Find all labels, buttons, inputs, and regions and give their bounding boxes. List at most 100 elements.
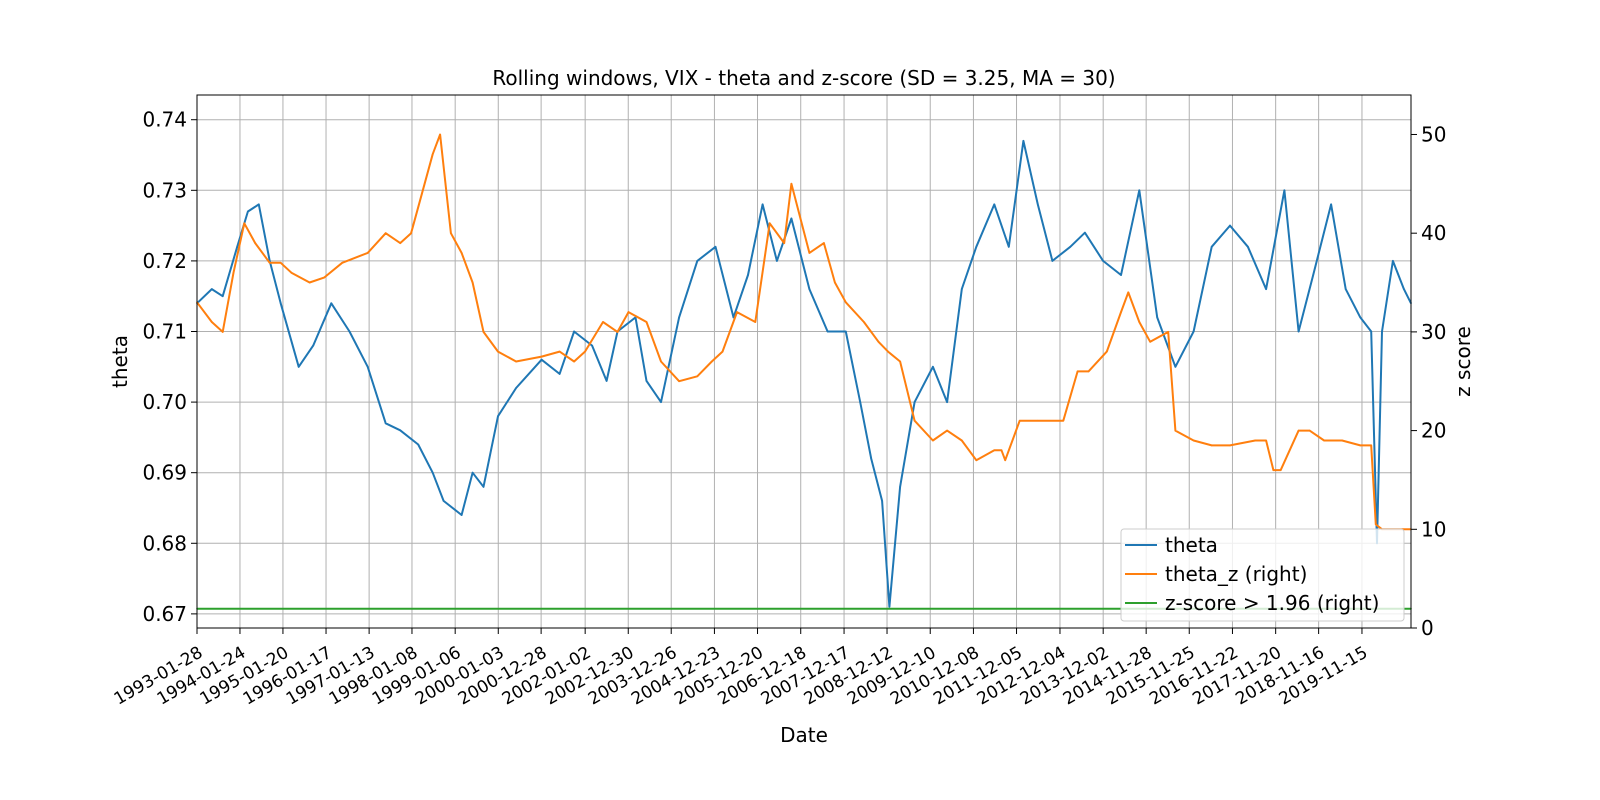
y2-axis-label: z score (1451, 326, 1475, 397)
data-point (1022, 140, 1025, 142)
data-point (308, 281, 311, 284)
data-point (497, 350, 499, 353)
data-point (790, 217, 793, 220)
data-point (1102, 260, 1104, 262)
series-line-0 (196, 139, 1412, 608)
data-point (1174, 366, 1177, 368)
data-point (330, 302, 333, 305)
data-point (1265, 288, 1267, 290)
data-point (279, 262, 282, 264)
data-point (826, 330, 829, 333)
data-point (431, 471, 434, 474)
data-point (1069, 246, 1072, 248)
data-point (877, 341, 880, 343)
data-point (247, 210, 249, 213)
data-point (808, 288, 811, 290)
y2-tick-label: 30 (1421, 320, 1446, 344)
data-point (1000, 449, 1003, 452)
data-point (384, 232, 387, 234)
data-point (721, 350, 724, 353)
data-point (221, 295, 224, 298)
y-tick-label: 0.74 (142, 108, 187, 132)
data-point (1323, 439, 1325, 442)
data-point (845, 330, 847, 333)
data-point (1283, 189, 1286, 192)
data-point (645, 380, 648, 382)
y-tick-label: 0.71 (142, 319, 187, 343)
data-point (1037, 203, 1039, 206)
data-point (747, 274, 749, 276)
y-tick-label: 0.72 (142, 249, 187, 273)
data-point (573, 360, 575, 363)
y2-tick-label: 40 (1421, 221, 1446, 245)
data-point (961, 288, 963, 290)
data-point (845, 301, 847, 304)
data-point (1312, 274, 1314, 276)
data-point (1330, 203, 1332, 206)
data-point (515, 360, 517, 363)
data-point (913, 401, 916, 403)
data-point (616, 331, 619, 333)
data-point (460, 514, 463, 516)
data-point (899, 360, 901, 363)
data-point (1062, 419, 1065, 422)
data-point (993, 203, 996, 206)
data-point (540, 358, 543, 361)
data-point (1392, 260, 1394, 262)
grid-lines (196, 95, 1411, 628)
data-point (899, 486, 901, 488)
data-point (410, 232, 412, 234)
data-point (1359, 444, 1362, 447)
y-tick-label: 0.69 (142, 461, 187, 485)
data-point (834, 281, 836, 284)
data-point (1004, 459, 1006, 462)
data-point (823, 242, 825, 244)
data-point (399, 242, 402, 244)
x-axis-label: Date (780, 723, 828, 747)
data-point (460, 252, 463, 254)
data-point (421, 192, 423, 195)
data-point (1210, 246, 1213, 248)
data-point (297, 366, 300, 368)
legend-label-theta: theta (1165, 533, 1218, 557)
data-point (859, 401, 861, 403)
data-point (1156, 316, 1158, 319)
y-tick-label: 0.67 (142, 602, 187, 626)
data-point (1210, 444, 1213, 447)
data-point (1370, 330, 1372, 333)
data-point (243, 222, 246, 225)
data-point (323, 276, 325, 279)
data-point (439, 133, 441, 136)
data-point (268, 262, 271, 264)
data-point (1051, 260, 1054, 262)
y2-tick-label: 20 (1421, 419, 1446, 443)
y-tick-label: 0.70 (142, 390, 187, 414)
data-point (660, 360, 662, 363)
data-point (1138, 189, 1141, 192)
chart-title: Rolling windows, VIX - theta and z-score… (492, 66, 1115, 90)
data-point (558, 350, 561, 353)
data-point (1192, 439, 1195, 442)
data-point (1254, 439, 1256, 442)
data-point (1359, 316, 1362, 319)
data-point (1297, 330, 1300, 333)
data-point (366, 366, 369, 368)
y-axis-label: theta (108, 335, 132, 388)
series-line-1 (196, 133, 1411, 531)
data-point (211, 321, 213, 323)
data-point (1076, 370, 1079, 373)
data-point (482, 486, 485, 488)
data-point (450, 232, 452, 234)
y2-tick-label: 0 (1421, 616, 1434, 640)
data-point (1106, 350, 1108, 353)
data-point (254, 242, 256, 244)
data-point (1120, 274, 1122, 276)
data-point (1008, 246, 1010, 248)
data-point (417, 443, 420, 446)
data-point (211, 288, 213, 290)
y2-tick-label: 50 (1421, 122, 1446, 146)
data-point (341, 262, 344, 264)
data-point (348, 330, 351, 333)
